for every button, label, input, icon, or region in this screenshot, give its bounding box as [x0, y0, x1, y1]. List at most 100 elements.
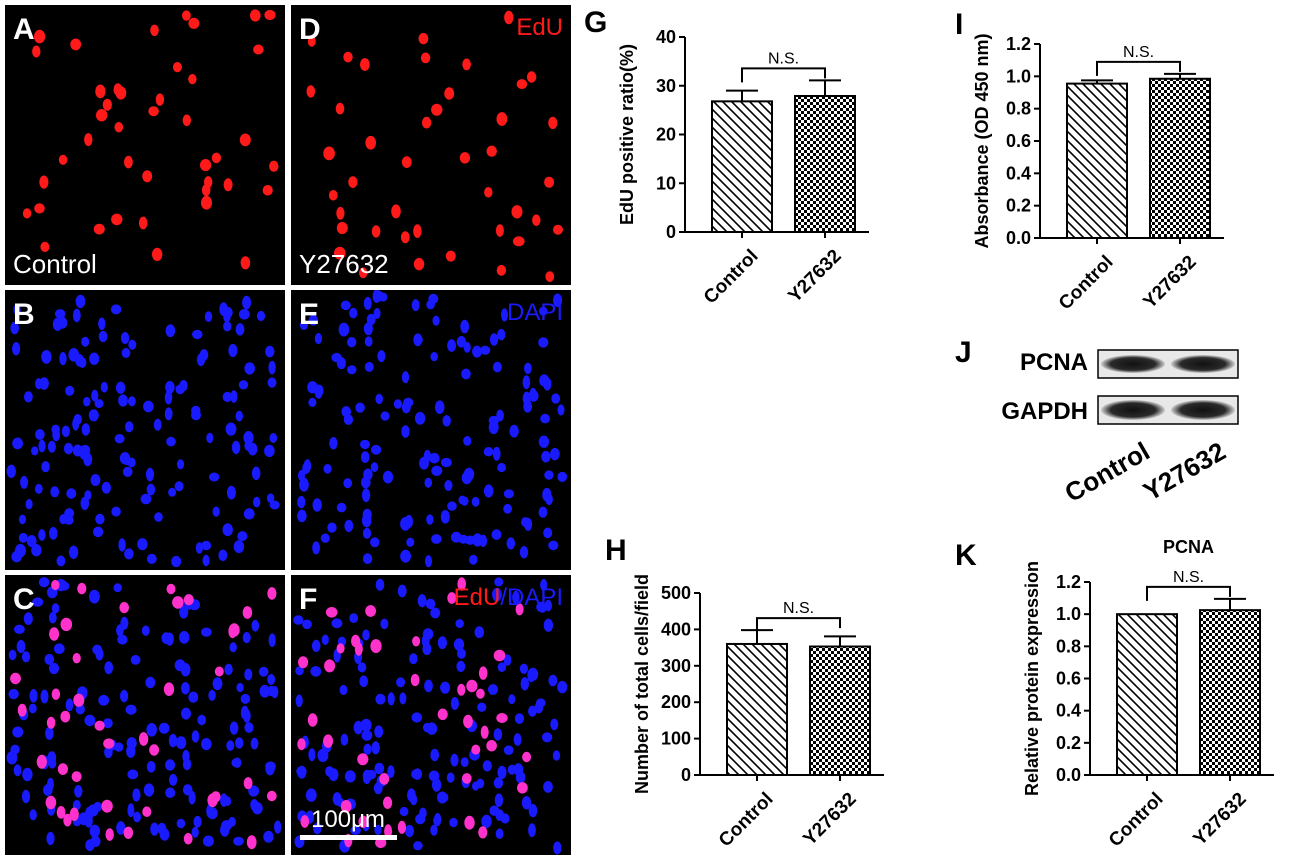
nucleus-dapi — [374, 762, 385, 775]
nucleus-edu — [457, 577, 467, 591]
significance-bracket — [741, 67, 826, 83]
nucleus-dapi — [90, 836, 101, 847]
condition-label: Y27632 — [299, 249, 389, 279]
nucleus-dapi — [442, 415, 451, 427]
nucleus-dapi — [440, 457, 452, 468]
nucleus-dapi — [8, 649, 17, 661]
nucleus-dapi — [548, 674, 558, 687]
nucleus-edu — [371, 225, 381, 238]
nucleus-dapi — [141, 625, 150, 636]
nucleus-edu — [200, 159, 212, 172]
nucleus-dapi — [513, 763, 524, 776]
nucleus-edu — [459, 152, 471, 164]
y-tick-label: 300 — [661, 656, 691, 676]
nucleus-dapi — [244, 440, 253, 452]
x-category-label: Control — [700, 246, 763, 309]
nucleus-dapi — [29, 689, 38, 703]
nucleus-dapi — [252, 802, 263, 815]
nucleus-edu — [201, 184, 211, 197]
nucleus-dapi — [380, 411, 390, 421]
nucleus-edu — [228, 623, 240, 637]
x-category-label: Y27632 — [799, 789, 860, 850]
nucleus-dapi — [223, 312, 231, 323]
nucleus-dapi — [229, 721, 239, 735]
nucleus-dapi — [543, 527, 553, 539]
nucleus-dapi — [159, 828, 170, 841]
panel-letter-g: G — [584, 6, 607, 39]
significance-label: N.S. — [768, 50, 799, 67]
nucleus-edu — [495, 224, 504, 237]
nucleus-dapi — [72, 308, 81, 323]
nucleus-dapi — [235, 410, 243, 422]
nucleus-dapi — [32, 597, 44, 607]
nucleus-dapi — [66, 488, 77, 499]
nucleus-dapi — [295, 694, 303, 708]
nucleus-edu — [201, 195, 212, 210]
nucleus-edu — [335, 102, 345, 115]
y-tick-label: 30 — [656, 76, 676, 96]
nucleus-dapi — [361, 730, 373, 741]
nucleus-edu — [60, 710, 71, 723]
nucleus-dapi — [145, 676, 156, 689]
significance-bracket — [1096, 60, 1181, 76]
bar-control — [726, 642, 788, 777]
nucleus-dapi — [527, 668, 535, 683]
nucleus-edu — [401, 156, 412, 169]
nucleus-dapi — [206, 432, 214, 444]
nucleus-dapi — [557, 680, 568, 694]
nucleus-dapi — [143, 400, 154, 413]
nucleus-edu — [34, 29, 46, 44]
y-axis-label: Relative protein expression — [1022, 561, 1042, 796]
nucleus-dapi — [450, 531, 462, 543]
nucleus-edu — [504, 10, 514, 25]
y-tick-label: 0.6 — [1056, 669, 1081, 689]
nucleus-dapi — [483, 484, 494, 498]
nucleus-dapi — [16, 639, 26, 654]
nucleus-edu — [152, 247, 163, 261]
nucleus-dapi — [171, 555, 182, 568]
nucleus-dapi — [514, 713, 525, 724]
nucleus-dapi — [508, 694, 516, 705]
nucleus-edu — [517, 782, 528, 794]
nucleus-dapi — [482, 760, 492, 772]
nucleus-dapi — [375, 393, 384, 405]
nucleus-dapi — [433, 813, 442, 827]
nucleus-edu — [370, 639, 382, 654]
nucleus-dapi — [226, 740, 235, 751]
nucleus-dapi — [103, 718, 113, 729]
nucleus-dapi — [89, 589, 100, 604]
nucleus-dapi — [543, 618, 554, 632]
nucleus-edu — [522, 751, 532, 763]
nucleus-dapi — [191, 826, 199, 838]
nucleus-edu — [142, 806, 152, 817]
nucleus-edu — [246, 835, 257, 850]
nucleus-dapi — [75, 354, 84, 367]
nucleus-dapi — [327, 522, 337, 533]
x-category-label: Control — [715, 789, 778, 852]
x-category-label: Control — [1105, 789, 1168, 852]
nucleus-dapi — [51, 603, 60, 614]
nucleus-dapi — [370, 444, 382, 455]
nucleus-edu — [172, 596, 184, 609]
nucleus-dapi — [364, 361, 374, 372]
nucleus-dapi — [220, 793, 228, 807]
nucleus-dapi — [540, 579, 548, 591]
nucleus-dapi — [49, 527, 58, 540]
nucleus-dapi — [321, 634, 329, 646]
micrograph-grid: A Control B C D Y27632 EdU E DAPI F EdU/DAPI 100μm — [0, 0, 575, 861]
nucleus-dapi — [401, 425, 410, 438]
nucleus-dapi — [315, 389, 323, 399]
nucleus-dapi — [400, 549, 411, 563]
nucleus-dapi — [74, 785, 83, 798]
nucleus-edu — [323, 146, 335, 161]
nucleus-dapi — [117, 634, 128, 645]
blot-lane-y27632: Y27632 — [1138, 436, 1231, 507]
nucleus-edu — [267, 587, 277, 600]
nucleus-dapi — [14, 624, 25, 634]
nucleus-dapi — [265, 345, 275, 358]
nucleus-dapi — [38, 577, 50, 588]
nucleus-edu — [51, 688, 61, 700]
nucleus-dapi — [370, 462, 379, 473]
nucleus-edu — [101, 799, 113, 813]
nucleus-edu — [39, 175, 49, 189]
